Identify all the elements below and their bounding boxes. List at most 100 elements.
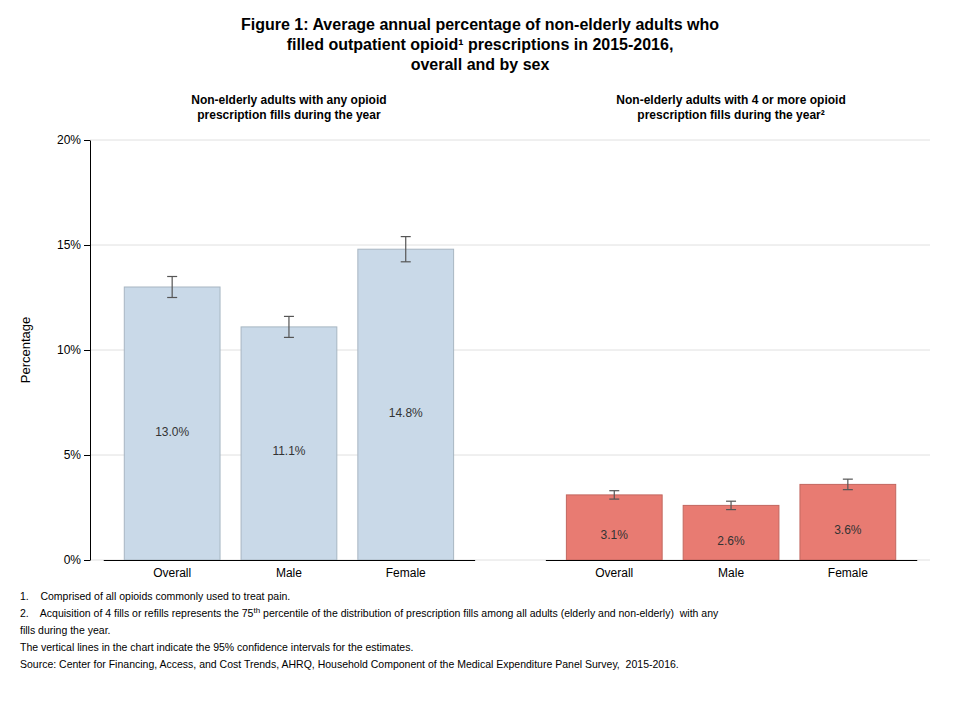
data-label: 14.8%	[389, 406, 423, 420]
error-bar	[726, 501, 736, 509]
bar	[800, 484, 896, 560]
x-tick-label: Overall	[595, 566, 633, 580]
x-tick-label: Male	[276, 566, 302, 580]
footnote: 1. Comprised of all opioids commonly use…	[20, 590, 290, 602]
group-label: Non-elderly adults with any opioidprescr…	[191, 93, 386, 122]
bar	[358, 249, 454, 560]
x-axis-line	[546, 560, 917, 561]
title-line: Figure 1: Average annual percentage of n…	[241, 16, 719, 33]
title-line: overall and by sex	[411, 56, 550, 73]
group-label-line: prescription fills during the year	[197, 108, 381, 122]
chart: Figure 1: Average annual percentage of n…	[0, 0, 960, 720]
y-tick-label: 5%	[64, 448, 82, 462]
y-tick-label: 20%	[57, 133, 81, 147]
series	[124, 237, 453, 560]
y-tick-mark	[84, 140, 90, 141]
plot-area	[124, 237, 895, 560]
footnote-part: 1. Comprised of all opioids commonly use…	[20, 590, 290, 602]
data-label: 3.1%	[601, 528, 629, 542]
y-tick-mark	[84, 245, 90, 246]
x-tick: Male	[276, 566, 302, 580]
labels: 13.0% 11.1% 14.8% 3.1% 2.6% 3.6%	[155, 406, 862, 548]
footnote-part: 2. Acquisition of 4 fills or refills rep…	[20, 607, 254, 619]
error-bar	[609, 491, 619, 499]
y-tick: 20%	[57, 133, 90, 147]
footnote: The vertical lines in the chart indicate…	[20, 641, 413, 653]
footnote: 2. Acquisition of 4 fills or refills rep…	[20, 606, 719, 619]
y-axis: 0% 5% 10% 15% 20%	[57, 133, 91, 567]
error-bar-line	[172, 277, 173, 298]
x-tick-label: Male	[718, 566, 744, 580]
group-label: Non-elderly adults with 4 or more opioid…	[616, 93, 845, 122]
grid-line	[90, 245, 930, 246]
x-tick: Overall	[595, 566, 633, 580]
error-bar-cap	[167, 276, 177, 277]
group-label-line: prescription fills during the year²	[637, 108, 824, 122]
footnote: Source: Center for Financing, Access, an…	[20, 658, 679, 670]
data-label: 11.1%	[272, 444, 305, 458]
footnote-part: Source: Center for Financing, Access, an…	[20, 658, 679, 670]
error-bar-cap	[843, 479, 853, 480]
error-bar-cap	[726, 501, 736, 502]
bar	[566, 495, 662, 560]
x-tick: Female	[828, 566, 868, 580]
y-tick: 5%	[64, 448, 90, 462]
y-axis-title: Percentage	[18, 317, 33, 384]
y-tick-mark	[84, 350, 90, 351]
x-axis: Overall Male Female	[104, 561, 475, 580]
error-bar	[284, 316, 294, 337]
footnotes: 1. Comprised of all opioids commonly use…	[20, 590, 719, 670]
error-bar-cap	[284, 337, 294, 338]
bar	[241, 327, 337, 560]
error-bar-line	[730, 501, 731, 509]
grid	[90, 140, 930, 560]
y-tick-mark	[84, 455, 90, 456]
grid-line	[90, 140, 930, 141]
error-bar-cap	[284, 316, 294, 317]
data-label: 13.0%	[155, 425, 189, 439]
bar	[124, 287, 220, 560]
data-label: 3.6%	[834, 523, 862, 537]
error-bar-line	[847, 479, 848, 490]
y-tick: 15%	[57, 238, 90, 252]
x-tick-label: Female	[828, 566, 868, 580]
title: Figure 1: Average annual percentage of n…	[241, 16, 719, 73]
error-bar-cap	[401, 236, 411, 237]
data-label: 2.6%	[717, 534, 745, 548]
footnote: fills during the year.	[20, 624, 110, 636]
title-line: filled outpatient opioid¹ prescriptions …	[287, 36, 674, 53]
error-bar-cap	[401, 261, 411, 262]
footnote-part: th	[253, 606, 260, 615]
error-bar	[401, 237, 411, 262]
y-tick-label: 10%	[57, 343, 81, 357]
error-bar-cap	[609, 490, 619, 491]
error-bar-cap	[167, 297, 177, 298]
x-tick: Male	[718, 566, 744, 580]
x-tick-label: Female	[386, 566, 426, 580]
footnote-part: percentile of the distribution of prescr…	[260, 607, 719, 619]
bar	[683, 505, 779, 560]
y-tick: 0%	[64, 553, 90, 567]
error-bar-line	[614, 491, 615, 499]
group-label-line: Non-elderly adults with 4 or more opioid	[616, 93, 845, 107]
x-axis: Overall Male Female	[546, 561, 917, 580]
error-bar	[167, 277, 177, 298]
y-axis-line	[90, 141, 91, 561]
x-axis-line	[104, 560, 475, 561]
error-bar-line	[288, 316, 289, 337]
x-tick-label: Overall	[153, 566, 191, 580]
y-tick-label: 0%	[64, 553, 82, 567]
error-bar-cap	[609, 499, 619, 500]
series	[566, 479, 895, 560]
error-bar-cap	[843, 489, 853, 490]
error-bar-cap	[726, 509, 736, 510]
error-bar-line	[405, 237, 406, 262]
x-tick: Female	[386, 566, 426, 580]
y-tick-mark	[84, 560, 90, 561]
footnote-part: fills during the year.	[20, 624, 110, 636]
error-bar	[843, 479, 853, 490]
x-tick: Overall	[153, 566, 191, 580]
footnote-part: The vertical lines in the chart indicate…	[20, 641, 413, 653]
group-label-line: Non-elderly adults with any opioid	[191, 93, 386, 107]
y-tick: 10%	[57, 343, 90, 357]
